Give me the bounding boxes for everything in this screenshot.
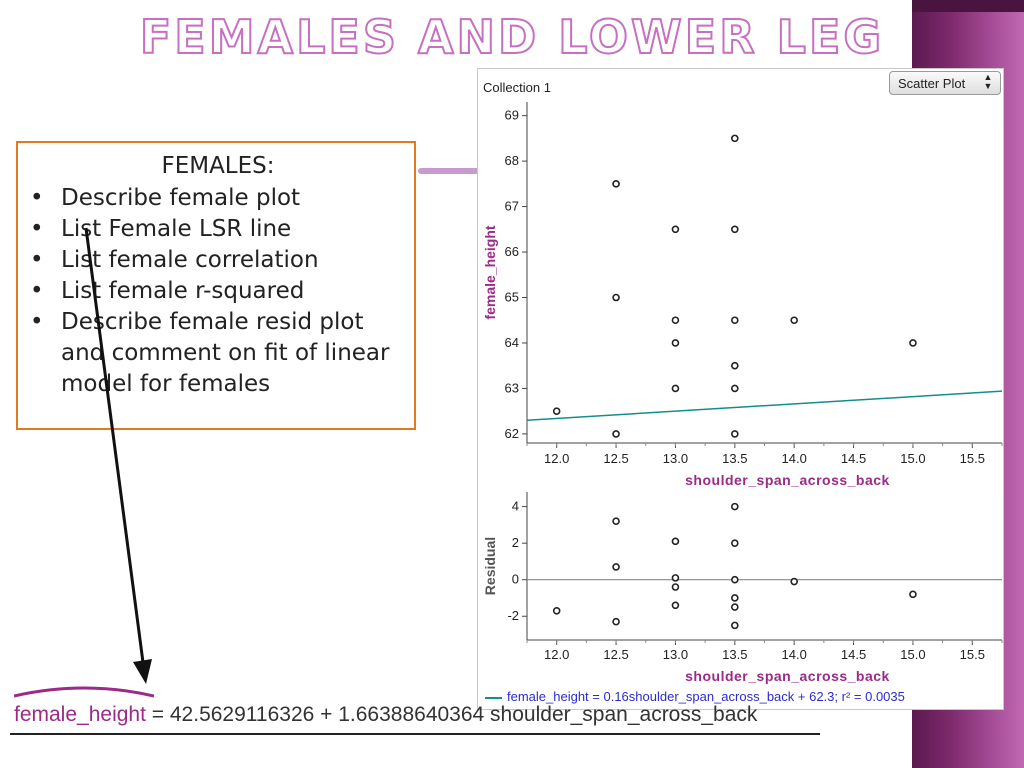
x-tick-label: 12.0 [544,451,569,466]
y-tick-label: 68 [505,153,519,168]
accent-line [418,168,480,174]
residual-point [731,594,739,602]
residual-point [731,575,739,584]
x-tick-label: 14.5 [841,647,866,662]
up-down-arrows-icon: ▲ ▼ [983,72,993,91]
residual-point [552,606,561,615]
data-point [790,316,798,325]
residual-point [612,617,620,626]
residual-point [671,601,680,610]
y-tick-label: 63 [505,380,519,395]
graph-panel [477,68,1004,710]
data-point [612,430,620,438]
residual-point [731,539,739,547]
x-tick-label: 15.5 [960,647,985,662]
data-point [731,384,739,393]
regression-legend: female_height = 0.16shoulder_span_across… [485,689,905,704]
residual-point [731,603,739,611]
collection-label: Collection 1 [483,80,551,95]
residual-point [671,583,680,591]
x-tick-label: 12.0 [544,647,569,662]
instructions-list: Describe female plot List Female LSR lin… [28,183,401,400]
data-point [731,316,739,325]
residual-point [612,563,620,571]
residual-point [671,537,680,546]
y-axis-label: Residual [482,537,498,595]
y-tick-label: 0 [512,572,519,587]
regression-line [526,390,1003,422]
instruction-item: List female r-squared [28,276,401,307]
instruction-item: List female correlation [28,245,401,276]
pointer-arrow-head [133,659,152,684]
equation-arc-decoration [14,686,154,698]
y-tick-label: -2 [507,608,519,623]
instructions-heading: FEMALES: [161,153,275,179]
regression-legend-text: female_height = 0.16shoulder_span_across… [507,689,905,704]
data-point [909,339,917,347]
instructions-box: FEMALES: Describe female plot List Femal… [16,141,416,430]
residual-point [612,517,620,526]
data-point [731,225,739,234]
equation-lhs: female_height [14,703,146,726]
data-point [671,384,680,393]
data-point [552,407,561,415]
instruction-item: List Female LSR line [28,214,401,245]
plot-type-dropdown[interactable]: Scatter Plot ▲ ▼ [889,71,1001,95]
residual-point [731,621,739,630]
x-tick-label: 12.5 [603,451,628,466]
x-tick-label: 14.5 [841,451,866,466]
data-point [612,293,620,302]
slide-title: FEMALES AND LOWER LEG [139,9,885,65]
y-tick-label: 64 [505,335,519,350]
residual-point [790,577,798,586]
y-tick-label: 69 [505,108,519,123]
data-point [671,339,680,347]
x-axis-label: shoulder_span_across_back [685,472,890,488]
x-tick-label: 13.0 [663,647,688,662]
x-tick-label: 14.0 [782,647,807,662]
plot-type-label: Scatter Plot [898,76,966,91]
x-tick-label: 13.5 [722,451,747,466]
y-tick-label: 66 [505,244,519,259]
x-tick-label: 12.5 [603,647,628,662]
residual-point [731,502,739,511]
x-tick-label: 15.5 [960,451,985,466]
equation-underline [10,733,820,735]
instruction-item: Describe female plot [28,183,401,214]
y-tick-label: 2 [512,535,519,550]
data-point [671,316,680,325]
residual-point [909,590,917,599]
instruction-item: Describe female resid plot and comment o… [28,307,401,400]
x-tick-label: 15.0 [900,647,925,662]
x-axis-label: shoulder_span_across_back [685,668,890,684]
x-tick-label: 14.0 [782,451,807,466]
y-tick-label: 67 [505,199,519,214]
x-tick-label: 15.0 [900,451,925,466]
lsr-equation: female_height = 42.5629116326 + 1.663886… [14,703,757,727]
data-point [731,361,739,370]
x-tick-label: 13.0 [663,451,688,466]
y-tick-label: 65 [505,290,519,305]
data-point [731,134,739,143]
pointer-arrow-line [84,227,146,671]
regression-line-swatch [485,696,502,699]
y-tick-label: 4 [512,499,519,514]
residual-point [671,574,680,582]
equation-rhs: = 42.5629116326 + 1.66388640364 shoulder… [151,703,758,726]
data-point [612,180,620,188]
y-tick-label: 62 [505,426,519,441]
data-point [731,430,739,438]
y-axis-label: female_height [482,225,498,319]
x-tick-label: 13.5 [722,647,747,662]
data-point [671,225,680,234]
